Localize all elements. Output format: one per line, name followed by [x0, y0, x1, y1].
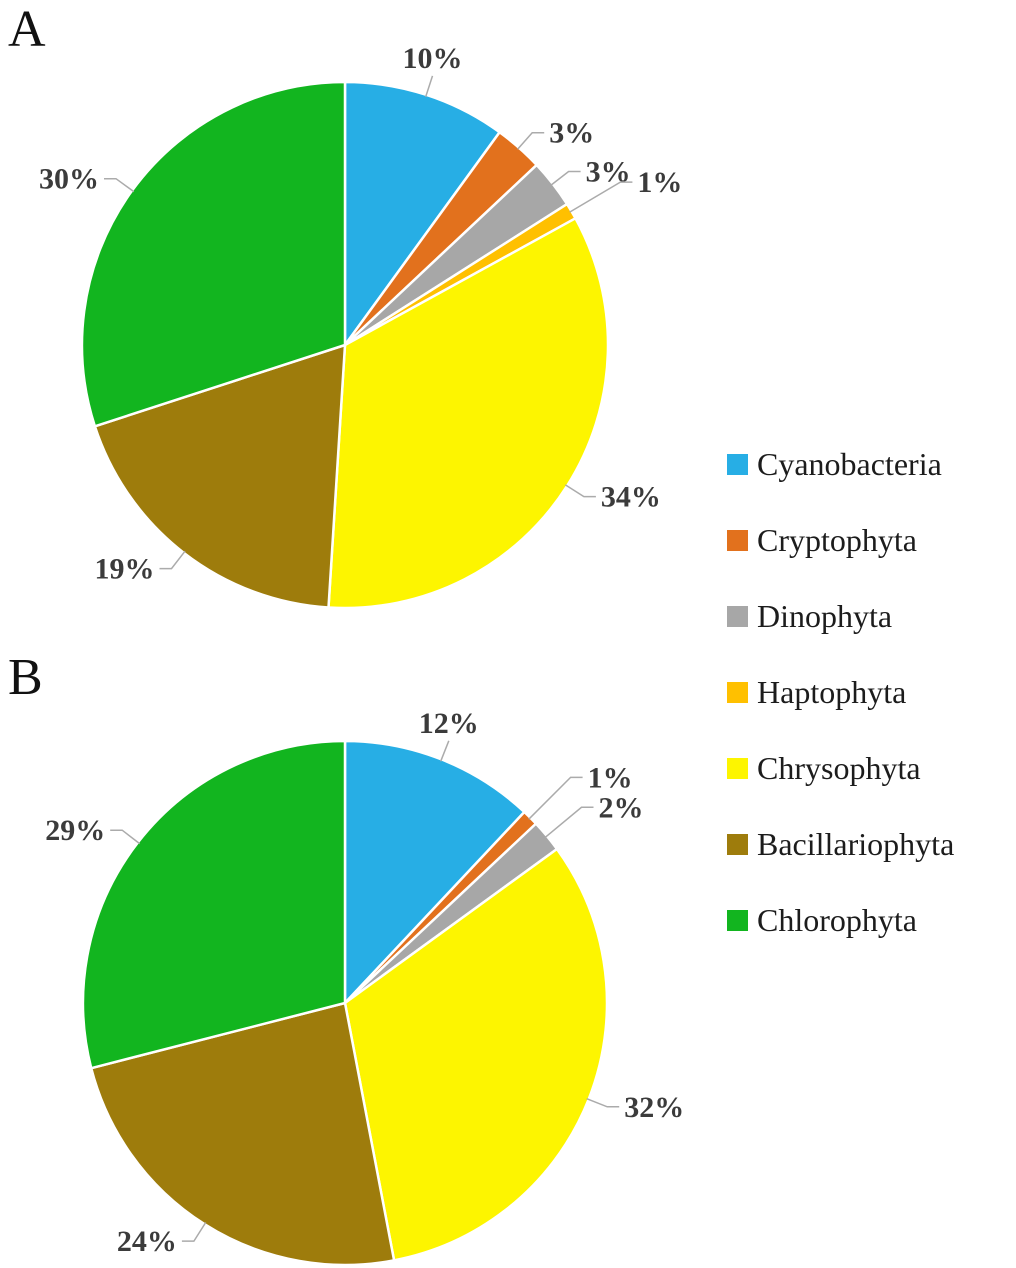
label-leader-line [564, 484, 596, 498]
slice-percentage-label: 24% [117, 1225, 177, 1258]
legend-item-cyanobacteria: Cyanobacteria [727, 448, 954, 480]
label-leader-line [550, 170, 581, 186]
label-leader-line [544, 806, 594, 838]
legend-swatch-chlorophyta [727, 909, 748, 931]
slice-percentage-label: 29% [45, 814, 105, 847]
legend-label: Chlorophyta [757, 902, 917, 938]
slice-percentage-label: 34% [601, 481, 661, 514]
slice-percentage-label: 1% [588, 761, 633, 794]
pie-chart-b: 12% 1%2% 32% 24% 29% [45, 707, 684, 1267]
pie-chart-a: 10%3%3% 1%34%19%30% [39, 42, 682, 610]
legend-label: Chrysophyta [757, 750, 921, 786]
slice-percentage-label: 3% [586, 156, 631, 189]
legend-label: Cyanobacteria [757, 446, 942, 482]
label-leader-line [569, 181, 633, 213]
slice-percentage-label: 2% [599, 791, 644, 824]
slice-percentage-label: 19% [95, 553, 155, 586]
panel-a-label: A [8, 1, 46, 58]
slice-percentage-label: 12% [419, 707, 479, 740]
label-leader-line [181, 1222, 207, 1242]
legend-item-dinophyta: Dinophyta [727, 600, 954, 632]
legend-swatch-chrysophyta [727, 757, 748, 779]
label-leader-line [104, 177, 135, 193]
legend-label: Bacillariophyta [757, 826, 955, 862]
legend-label: Haptophyta [757, 674, 907, 710]
legend-swatch-cyanobacteria [727, 453, 748, 475]
legend-swatch-cryptophyta [727, 529, 748, 551]
panel-b-label: B [8, 649, 43, 706]
label-leader-line [528, 776, 583, 820]
legend-label: Dinophyta [757, 598, 893, 634]
label-leader-line [440, 740, 450, 762]
label-leader-line [517, 131, 545, 150]
label-leader-line [159, 550, 186, 570]
label-leader-line [110, 829, 141, 845]
slice-percentage-label: 30% [39, 163, 99, 196]
label-leader-line [424, 75, 434, 98]
legend: Cyanobacteria Cryptophyta Dinophyta Haptoph… [727, 448, 954, 936]
legend-label: Cryptophyta [757, 522, 917, 558]
legend-item-haptophyta: Haptophyta [727, 676, 954, 708]
legend-item-cryptophyta: Cryptophyta [727, 524, 954, 556]
legend-item-bacillariophyta: Bacillariophyta [727, 828, 954, 860]
slice-percentage-label: 10% [403, 42, 463, 75]
legend-item-chrysophyta: Chrysophyta [727, 752, 954, 784]
legend-swatch-dinophyta [727, 605, 748, 627]
slice-percentage-label: 32% [624, 1091, 684, 1124]
legend-swatch-haptophyta [727, 681, 748, 703]
slice-percentage-label: 3% [549, 117, 594, 150]
legend-item-chlorophyta: Chlorophyta [727, 904, 954, 936]
slice-percentage-label: 1% [637, 166, 682, 199]
label-leader-line [586, 1098, 620, 1108]
legend-swatch-bacillariophyta [727, 833, 748, 855]
